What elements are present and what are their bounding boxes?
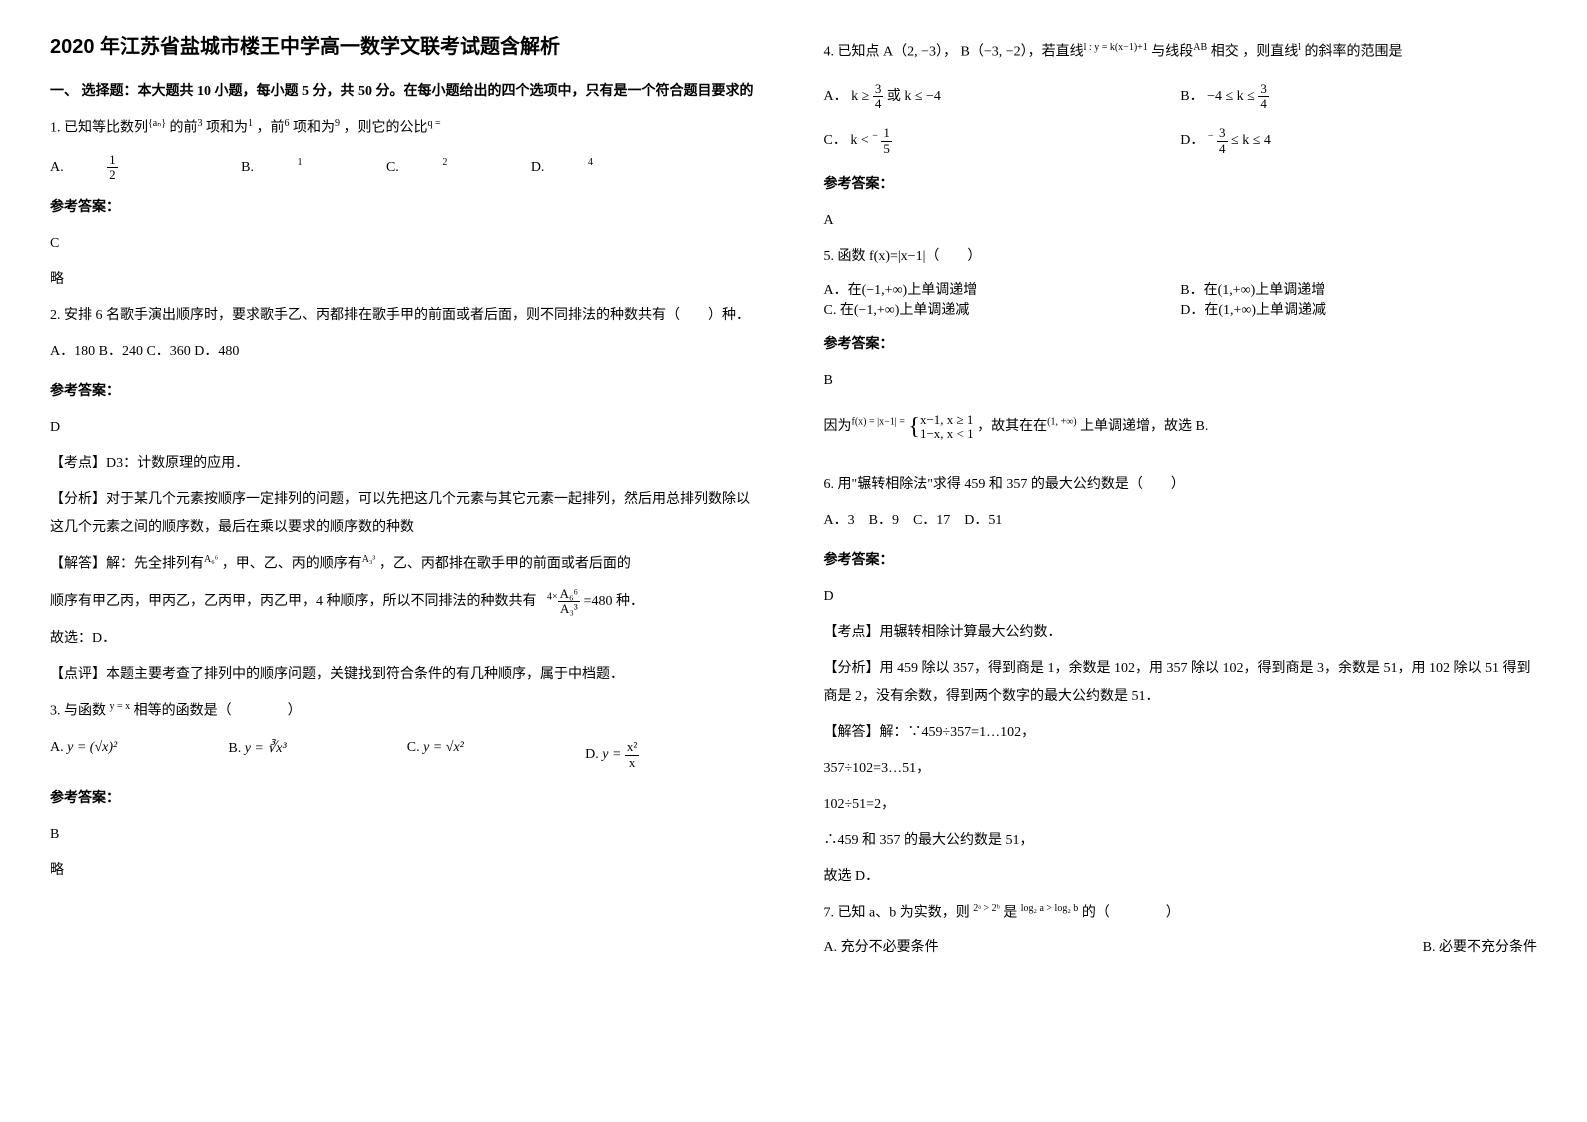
q6-jd4: ∴459 和 357 的最大公约数是 51， [824, 827, 1538, 855]
q2-answer: D [50, 414, 764, 442]
q3-answer: B [50, 821, 764, 849]
answer-label: 参考答案： [824, 547, 1538, 575]
q6-stem: 6. 用"辗转相除法"求得 459 和 357 的最大公约数是（ ） [824, 471, 1538, 499]
left-column: 2020 年江苏省盐城市楼王中学高一数学文联考试题含解析 一、 选择题：本大题共… [50, 30, 764, 1092]
q1-stem: 1. 已知等比数列{aₙ} 的前3 项和为1 ，前6 项和为9 ，则它的公比q … [50, 114, 764, 143]
q7-options: A. 充分不必要条件B. 必要不充分条件 [824, 936, 1538, 956]
q6-jd5: 故选 D． [824, 863, 1538, 891]
q2-jd2: 顺序有甲乙丙，甲丙乙，乙丙甲，丙乙甲，4 种顺序，所以不同排法的种数共有 4×A… [50, 587, 764, 617]
answer-label: 参考答案： [50, 194, 764, 222]
q3-note: 略 [50, 857, 764, 885]
q5-stem: 5. 函数 f(x)=|x−1|（ ） [824, 243, 1538, 271]
q3-stem: 3. 与函数 y = x 相等的函数是（ ） [50, 697, 764, 726]
q6-kd: 【考点】用辗转相除计算最大公约数． [824, 619, 1538, 647]
q4-answer: A [824, 207, 1538, 235]
q1-note: 略 [50, 266, 764, 294]
q5-options-row1: A．在(−1,+∞)上单调递增B．在(1,+∞)上单调递增 [824, 279, 1538, 299]
q2-jd: 【解答】解：先全排列有A₆⁶ ，甲、乙、丙的顺序有A₃³ ，乙、丙都排在歌手甲的… [50, 550, 764, 579]
q2-fx: 【分析】对于某几个元素按顺序一定排列的问题，可以先把这几个元素与其它元素一起排列… [50, 486, 764, 542]
q4-stem: 4. 已知点 A（2, −3）， B（−3, −2），若直线l : y = k(… [824, 38, 1538, 67]
answer-label: 参考答案： [824, 331, 1538, 359]
q6-options: A．3 B．9 C．17 D．51 [824, 507, 1538, 535]
q6-jd3: 102÷51=2， [824, 791, 1538, 819]
section-1-head: 一、 选择题：本大题共 10 小题，每小题 5 分，共 50 分。在每小题给出的… [50, 79, 764, 104]
answer-label: 参考答案： [50, 378, 764, 406]
q4-options-row2: C． k < − 15 D． − 34 ≤ k ≤ 4 [824, 126, 1538, 156]
q6-answer: D [824, 583, 1538, 611]
q2-gx: 故选：D． [50, 625, 764, 653]
q5-options-row2: C. 在(−1,+∞)上单调递减D．在(1,+∞)上单调递减 [824, 299, 1538, 319]
q6-jd2: 357÷102=3…51， [824, 755, 1538, 783]
q5-explanation: 因为f(x) = |x−1| = {x−1, x ≥ 11−x, x < 1 ，… [824, 403, 1538, 451]
q3-options: A. y = (√x)² B. y = ∛x³ C. y = √x² D. y … [50, 740, 764, 770]
q7-stem: 7. 已知 a、b 为实数，则 2ᵃ > 2ᵇ 是 log₂ a > log₂ … [824, 899, 1538, 928]
answer-label: 参考答案： [824, 171, 1538, 199]
answer-label: 参考答案： [50, 785, 764, 813]
q1-answer: C [50, 230, 764, 258]
q5-answer: B [824, 367, 1538, 395]
q2-options: A．180 B．240 C．360 D．480 [50, 338, 764, 366]
q4-options-row1: A． k ≥ 34 或 k ≤ −4 B． −4 ≤ k ≤ 34 [824, 82, 1538, 112]
right-column: 4. 已知点 A（2, −3）， B（−3, −2），若直线l : y = k(… [824, 30, 1538, 1092]
q6-jd1: 【解答】解：∵459÷357=1…102， [824, 719, 1538, 747]
q2-dp: 【点评】本题主要考查了排列中的顺序问题，关键找到符合条件的有几种顺序，属于中档题… [50, 661, 764, 689]
page-title: 2020 年江苏省盐城市楼王中学高一数学文联考试题含解析 [50, 30, 764, 59]
q6-fx: 【分析】用 459 除以 357，得到商是 1，余数是 102，用 357 除以… [824, 655, 1538, 711]
q2-stem: 2. 安排 6 名歌手演出顺序时，要求歌手乙、丙都排在歌手甲的前面或者后面，则不… [50, 302, 764, 330]
q2-kd: 【考点】D3：计数原理的应用． [50, 450, 764, 478]
q1-options: A. 12 B. 1 C. 2 D. 4 [50, 153, 764, 183]
